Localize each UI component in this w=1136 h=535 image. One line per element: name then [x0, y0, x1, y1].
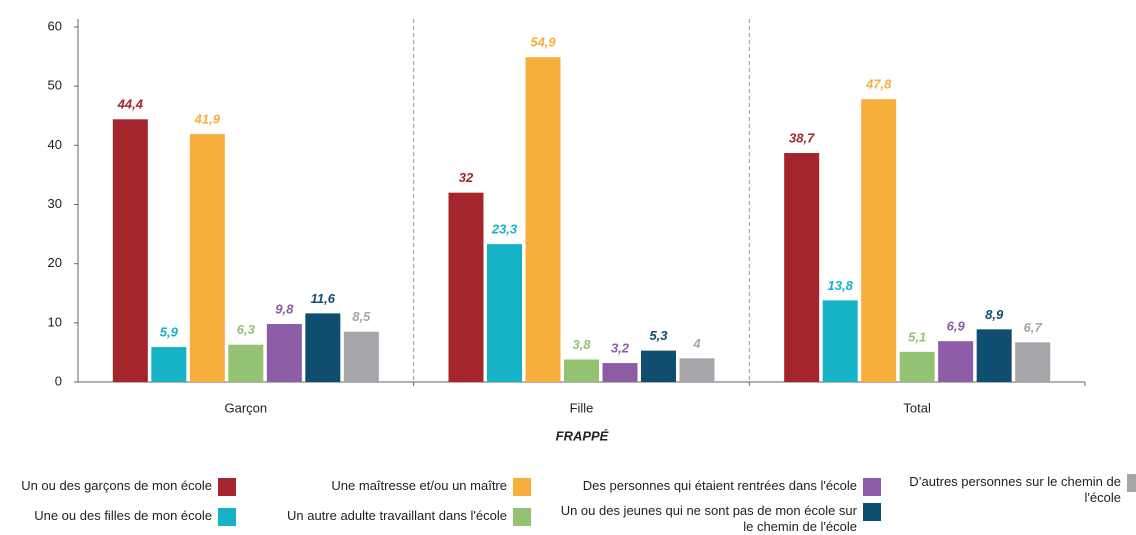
x-tick-label: Garçon	[225, 400, 268, 415]
y-tick-label: 50	[48, 78, 62, 93]
bar	[1015, 342, 1051, 382]
legend-item: Un ou des garçons de mon école	[21, 478, 236, 496]
legend-item: Une ou des filles de mon école	[34, 508, 236, 526]
bar	[976, 329, 1012, 382]
legend-swatch	[513, 478, 531, 496]
bar	[228, 344, 264, 382]
x-axis-title: FRAPPÉ	[556, 428, 609, 443]
legend-label: Un ou des garçons de mon école	[21, 478, 212, 493]
bar	[679, 358, 715, 382]
legend-label: Un ou des jeunes qui ne sont pas de mon …	[560, 503, 857, 534]
bar	[641, 350, 676, 382]
y-tick-label: 20	[48, 255, 62, 270]
bar	[151, 347, 187, 382]
legend-item: Un ou des jeunes qui ne sont pas de mon …	[557, 503, 881, 535]
y-tick-label: 30	[48, 196, 62, 211]
value-label: 41,9	[194, 112, 221, 127]
legend-item: Des personnes qui étaient rentrées dans …	[583, 478, 881, 496]
legend-swatch	[513, 508, 531, 526]
value-label: 6,3	[237, 322, 256, 337]
legend-swatch	[863, 478, 881, 496]
bar	[343, 331, 379, 382]
value-label: 6,9	[947, 319, 966, 334]
value-label: 23,3	[491, 222, 518, 237]
bar	[305, 313, 341, 382]
bar	[602, 363, 638, 382]
bar	[784, 153, 820, 382]
value-label: 8,9	[985, 307, 1004, 322]
bar	[861, 99, 897, 382]
value-label: 32	[459, 170, 474, 185]
y-tick-label: 10	[48, 314, 62, 329]
bar	[564, 359, 599, 382]
legend-label: Un autre adulte travaillant dans l'école	[286, 508, 507, 523]
legend-label: Des personnes qui étaient rentrées dans …	[582, 478, 857, 493]
x-tick-label: Total	[903, 400, 931, 415]
value-label: 8,5	[352, 309, 371, 324]
value-label: 11,6	[311, 291, 336, 306]
bar	[189, 134, 225, 382]
legend-swatch	[863, 503, 881, 521]
bar	[938, 341, 974, 382]
y-tick-label: 40	[48, 137, 62, 152]
bar	[525, 57, 561, 383]
bar	[448, 192, 484, 382]
value-label: 47,8	[865, 77, 892, 92]
value-label: 3,2	[611, 341, 630, 356]
bar	[822, 300, 858, 382]
legend-swatch	[218, 508, 236, 526]
legend-label: Une maîtresse et/ou un maître	[331, 478, 507, 493]
value-label: 5,9	[160, 325, 179, 340]
value-label: 4	[692, 336, 701, 351]
value-label: 6,7	[1024, 320, 1043, 335]
value-label: 13,8	[828, 278, 854, 293]
chart: FRAPPÉ 0 10 20 30 40 50 60 Garçon 44,4 5,9 41,9 6,3…	[48, 18, 1086, 443]
value-label: 38,7	[789, 130, 815, 145]
value-label: 44,4	[117, 97, 144, 112]
legend-item: Une maîtresse et/ou un maître	[331, 478, 531, 496]
value-label: 54,9	[530, 35, 556, 50]
bar	[899, 351, 935, 382]
value-label: 5,1	[908, 329, 926, 344]
bar	[487, 244, 522, 382]
value-label: 9,8	[275, 301, 294, 316]
legend-item: Un autre adulte travaillant dans l'école	[287, 508, 531, 526]
legend-label: D’autres personnes sur le chemin de l'éc…	[909, 474, 1121, 505]
bar	[112, 119, 148, 383]
x-tick-label: Fille	[570, 400, 594, 415]
legend-swatch	[218, 478, 236, 496]
legend-item: D’autres personnes sur le chemin de l'éc…	[903, 474, 1136, 506]
value-label: 3,8	[572, 337, 591, 352]
y-tick-label: 60	[48, 18, 62, 33]
value-label: 5,3	[649, 328, 668, 343]
bar	[266, 324, 302, 382]
legend-swatch	[1127, 474, 1136, 492]
legend-label: Une ou des filles de mon école	[34, 508, 212, 523]
y-tick-label: 0	[55, 373, 62, 388]
